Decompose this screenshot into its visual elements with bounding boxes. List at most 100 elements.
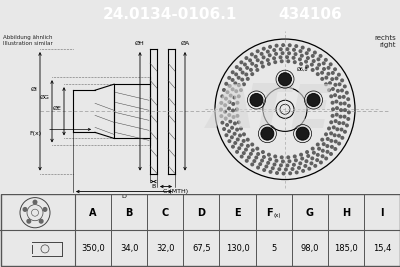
Circle shape — [256, 166, 260, 170]
Circle shape — [236, 114, 240, 118]
Circle shape — [227, 107, 231, 111]
Circle shape — [250, 72, 254, 76]
Circle shape — [250, 62, 254, 66]
Circle shape — [224, 82, 228, 86]
Circle shape — [223, 103, 227, 107]
Circle shape — [224, 116, 228, 120]
Circle shape — [318, 54, 322, 58]
Circle shape — [334, 139, 338, 143]
Circle shape — [326, 150, 330, 154]
Circle shape — [277, 167, 281, 171]
Circle shape — [298, 57, 302, 61]
Circle shape — [279, 47, 283, 51]
Circle shape — [307, 93, 320, 107]
Circle shape — [239, 60, 243, 64]
Circle shape — [305, 65, 309, 69]
Circle shape — [266, 161, 270, 165]
Circle shape — [299, 153, 303, 157]
Circle shape — [288, 43, 292, 47]
Circle shape — [246, 77, 250, 81]
Circle shape — [347, 104, 351, 108]
Circle shape — [220, 121, 224, 125]
Circle shape — [341, 121, 345, 125]
Circle shape — [334, 76, 338, 80]
Circle shape — [228, 139, 232, 143]
Circle shape — [337, 142, 341, 146]
Circle shape — [324, 132, 328, 136]
Circle shape — [305, 150, 309, 154]
Circle shape — [326, 72, 330, 76]
Circle shape — [262, 155, 266, 159]
Circle shape — [292, 163, 296, 167]
Text: F: F — [266, 208, 273, 218]
Circle shape — [232, 115, 236, 119]
Circle shape — [268, 45, 272, 49]
Text: 24.0134-0106.1: 24.0134-0106.1 — [103, 6, 237, 22]
Text: Ø6,8: Ø6,8 — [297, 67, 308, 72]
Circle shape — [319, 160, 323, 164]
Circle shape — [246, 138, 250, 142]
Circle shape — [316, 72, 320, 76]
Circle shape — [272, 163, 276, 167]
Circle shape — [342, 95, 346, 99]
Circle shape — [299, 62, 303, 66]
Circle shape — [336, 89, 340, 93]
Text: G: G — [306, 208, 314, 218]
Circle shape — [43, 208, 47, 211]
Circle shape — [219, 101, 223, 105]
Circle shape — [232, 96, 236, 100]
Circle shape — [227, 113, 231, 117]
Circle shape — [329, 120, 333, 124]
Text: 34,0: 34,0 — [120, 244, 138, 253]
Text: D: D — [122, 194, 126, 199]
Circle shape — [312, 59, 316, 63]
Circle shape — [281, 159, 285, 163]
Circle shape — [237, 76, 241, 80]
Circle shape — [249, 68, 253, 72]
Circle shape — [266, 50, 270, 54]
Circle shape — [235, 65, 239, 69]
Circle shape — [222, 127, 226, 131]
Circle shape — [286, 163, 290, 167]
Text: 350,0: 350,0 — [81, 244, 105, 253]
Circle shape — [294, 44, 298, 48]
Circle shape — [343, 108, 347, 112]
Circle shape — [274, 159, 278, 163]
Circle shape — [345, 123, 349, 127]
Circle shape — [231, 70, 235, 74]
Circle shape — [328, 81, 332, 85]
Circle shape — [267, 62, 271, 66]
Text: Abbildung ähnlich: Abbildung ähnlich — [3, 35, 52, 40]
Circle shape — [316, 57, 320, 61]
Circle shape — [340, 128, 344, 132]
Text: 434106: 434106 — [278, 6, 342, 22]
Circle shape — [237, 120, 241, 124]
Circle shape — [230, 78, 234, 82]
Circle shape — [307, 167, 311, 171]
Circle shape — [330, 77, 334, 81]
Circle shape — [330, 145, 334, 149]
Circle shape — [260, 52, 264, 56]
Circle shape — [298, 161, 302, 165]
Circle shape — [237, 83, 241, 87]
Circle shape — [242, 139, 246, 143]
Circle shape — [273, 60, 277, 64]
Circle shape — [335, 127, 339, 131]
Circle shape — [236, 101, 240, 105]
Circle shape — [284, 167, 288, 171]
Circle shape — [286, 155, 290, 159]
Circle shape — [273, 154, 277, 158]
Circle shape — [237, 146, 241, 150]
Text: (x): (x) — [274, 213, 281, 218]
Circle shape — [241, 70, 245, 74]
Circle shape — [332, 125, 336, 129]
Circle shape — [251, 148, 255, 152]
Circle shape — [282, 171, 286, 175]
Circle shape — [293, 60, 297, 64]
Circle shape — [233, 81, 237, 85]
Circle shape — [261, 127, 274, 140]
Circle shape — [264, 164, 268, 168]
Circle shape — [219, 114, 223, 118]
Circle shape — [310, 156, 314, 160]
Circle shape — [324, 82, 328, 86]
